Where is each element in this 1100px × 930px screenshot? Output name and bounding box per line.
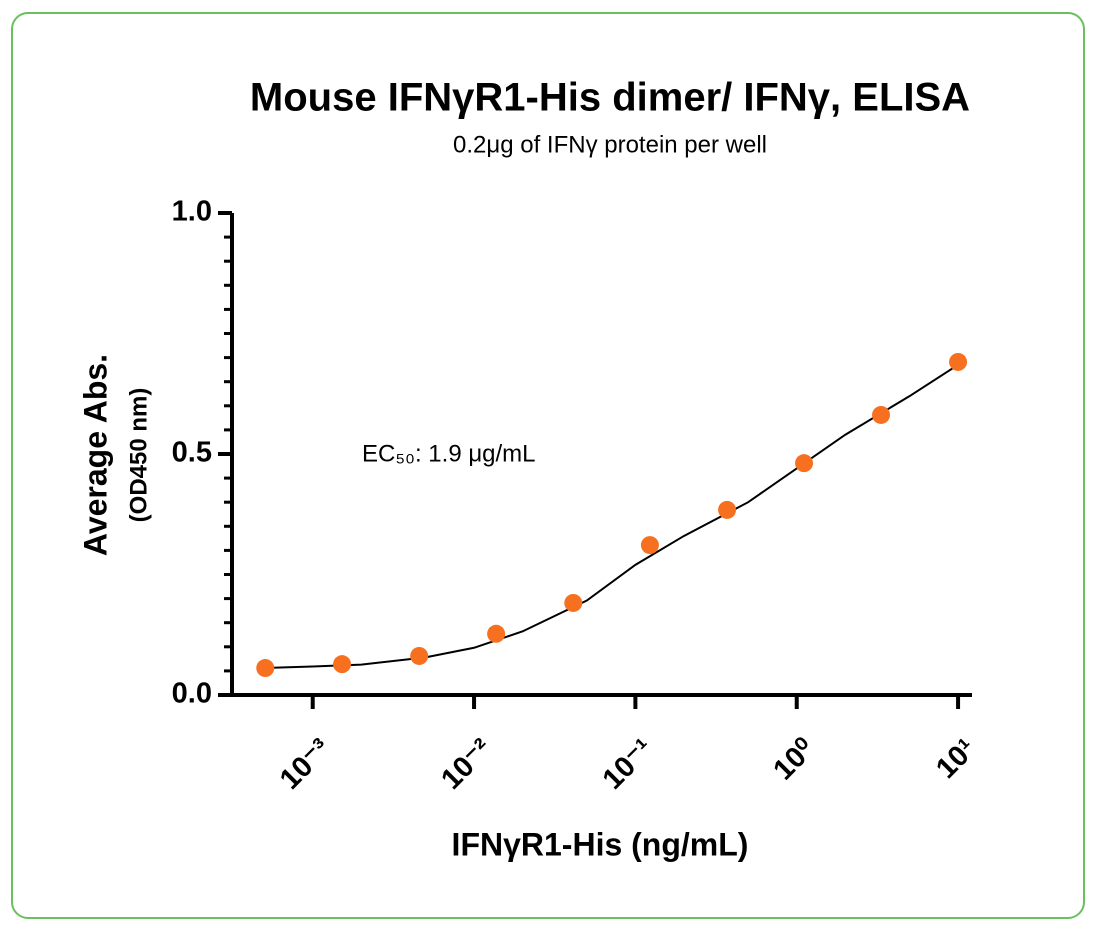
- data-point: [872, 405, 891, 424]
- data-point: [256, 659, 275, 678]
- data-point: [718, 500, 737, 519]
- data-point: [333, 655, 352, 674]
- data-point: [640, 536, 659, 555]
- data-point: [410, 646, 429, 665]
- annotation: EC₅₀: 1.9 μg/mL: [362, 440, 536, 467]
- x-axis-label: IFNγR1-His (ng/mL): [452, 826, 749, 862]
- frame: [11, 12, 1085, 919]
- y-tick-label: 0.0: [172, 678, 212, 710]
- data-point: [487, 624, 506, 643]
- data-point: [795, 454, 814, 473]
- chart-title: Mouse IFNγR1-His dimer/ IFNγ, ELISA: [250, 76, 970, 120]
- fit-curve: [264, 363, 959, 670]
- chart-subtitle: 0.2μg of IFNγ protein per well: [453, 131, 767, 158]
- y-axis-sublabel: (OD450 nm): [125, 388, 152, 523]
- y-axis-label: Average Abs.: [77, 354, 113, 556]
- data-point: [564, 593, 583, 612]
- y-tick-label: 1.0: [172, 196, 212, 228]
- data-point: [949, 352, 968, 371]
- y-tick-label: 0.5: [172, 437, 212, 469]
